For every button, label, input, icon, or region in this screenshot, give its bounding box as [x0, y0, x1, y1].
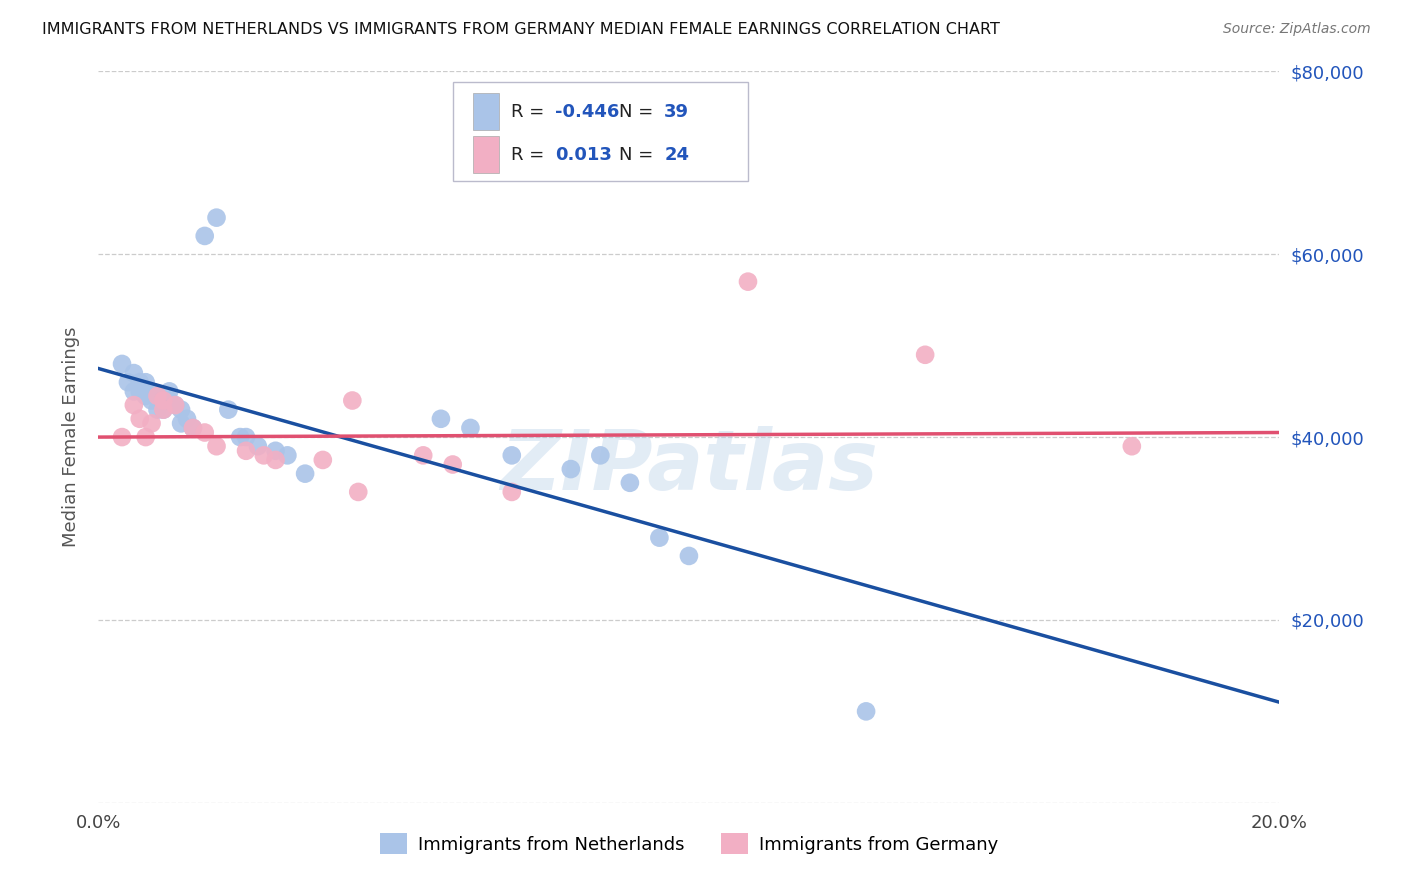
Point [135, 389, 157, 403]
Point [152, 393, 174, 408]
Text: N =: N = [619, 103, 654, 120]
Text: IMMIGRANTS FROM NETHERLANDS VS IMMIGRANTS FROM GERMANY MEDIAN FEMALE EARNINGS CO: IMMIGRANTS FROM NETHERLANDS VS IMMIGRANT… [42, 22, 1000, 37]
Point [141, 384, 163, 399]
Point [294, 467, 316, 481]
Point [253, 448, 276, 462]
Point [441, 458, 464, 472]
Point [128, 384, 150, 399]
Point [194, 228, 217, 243]
Text: ZIPatlas: ZIPatlas [501, 425, 877, 507]
Point [501, 484, 523, 499]
Point [152, 402, 174, 417]
Point [678, 549, 700, 563]
Point [194, 425, 217, 440]
Text: 24: 24 [664, 145, 689, 163]
Point [737, 275, 759, 289]
Point [165, 398, 187, 412]
Point [146, 389, 169, 403]
Point [312, 453, 335, 467]
Text: R =: R = [510, 103, 544, 120]
Point [176, 411, 198, 425]
Point [205, 439, 228, 453]
Text: R =: R = [510, 145, 544, 163]
Point [146, 402, 169, 417]
Point [146, 389, 169, 403]
Point [347, 484, 370, 499]
Point [152, 402, 174, 417]
Point [170, 417, 193, 431]
Point [170, 402, 193, 417]
Point [589, 448, 612, 462]
FancyBboxPatch shape [472, 94, 499, 130]
Point [141, 417, 163, 431]
Text: N =: N = [619, 145, 654, 163]
Point [128, 411, 150, 425]
Point [122, 398, 145, 412]
Point [157, 393, 180, 408]
Point [117, 375, 139, 389]
FancyBboxPatch shape [472, 136, 499, 173]
Point [264, 453, 287, 467]
Point [264, 443, 287, 458]
Point [157, 384, 180, 399]
Y-axis label: Median Female Earnings: Median Female Earnings [62, 326, 80, 548]
Text: 0.013: 0.013 [555, 145, 613, 163]
Point [1121, 439, 1143, 453]
Point [135, 430, 157, 444]
Point [217, 402, 239, 417]
Point [141, 393, 163, 408]
Point [855, 705, 877, 719]
Point [246, 439, 269, 453]
Point [648, 531, 671, 545]
Point [276, 448, 298, 462]
Point [128, 375, 150, 389]
Point [235, 430, 257, 444]
Point [619, 475, 641, 490]
Point [165, 398, 187, 412]
FancyBboxPatch shape [453, 82, 748, 181]
Point [111, 357, 134, 371]
Point [181, 421, 204, 435]
Point [430, 411, 453, 425]
Point [122, 384, 145, 399]
Point [501, 448, 523, 462]
Point [460, 421, 482, 435]
Point [914, 348, 936, 362]
Text: 39: 39 [664, 103, 689, 120]
Point [342, 393, 364, 408]
Point [122, 366, 145, 380]
Point [135, 375, 157, 389]
Point [229, 430, 252, 444]
Point [181, 421, 204, 435]
Text: Source: ZipAtlas.com: Source: ZipAtlas.com [1223, 22, 1371, 37]
Point [560, 462, 582, 476]
Point [412, 448, 434, 462]
Point [152, 393, 174, 408]
Legend: Immigrants from Netherlands, Immigrants from Germany: Immigrants from Netherlands, Immigrants … [371, 824, 1007, 863]
Point [205, 211, 228, 225]
Point [235, 443, 257, 458]
Point [111, 430, 134, 444]
Text: -0.446: -0.446 [555, 103, 620, 120]
